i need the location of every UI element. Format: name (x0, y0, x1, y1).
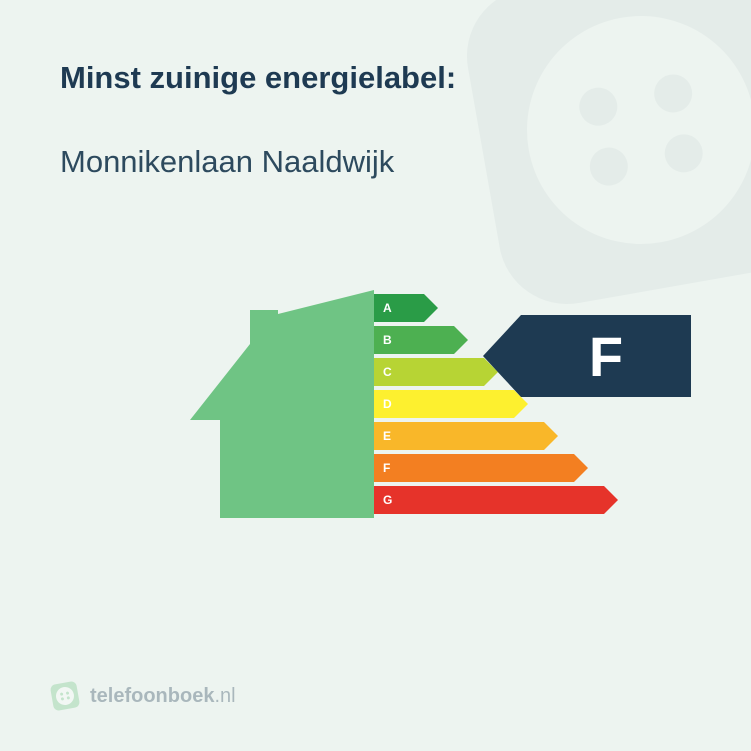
energy-bar-e: E (374, 422, 604, 450)
page-title: Minst zuinige energielabel: (60, 60, 691, 96)
bar-letter: B (383, 333, 392, 347)
bar-letter: A (383, 301, 392, 315)
energy-bar-g: G (374, 486, 604, 514)
energy-chart: A B C D E F G F (60, 290, 691, 550)
page-subtitle: Monnikenlaan Naaldwijk (60, 144, 691, 180)
rating-badge: F (483, 315, 691, 397)
house-icon (190, 290, 374, 518)
bar-body: E (374, 422, 544, 450)
bar-body: G (374, 486, 604, 514)
footer-brand-bold: telefoonboek (90, 685, 214, 707)
content: Minst zuinige energielabel: Monnikenlaan… (0, 0, 751, 751)
bar-letter: C (383, 365, 392, 379)
bar-body: C (374, 358, 484, 386)
energy-bar-f: F (374, 454, 604, 482)
bar-body: B (374, 326, 454, 354)
footer-brand: telefoonboek.nl (90, 685, 236, 708)
bar-letter: G (383, 493, 392, 507)
footer-brand-light: .nl (214, 685, 235, 707)
badge-body: F (521, 315, 691, 397)
bar-letter: E (383, 429, 391, 443)
footer-logo-icon (48, 679, 83, 714)
bar-body: A (374, 294, 424, 322)
badge-arrow (483, 315, 521, 397)
badge-letter: F (589, 324, 623, 389)
footer: telefoonboek.nl (50, 681, 236, 711)
bar-letter: F (383, 461, 390, 475)
bar-body: F (374, 454, 574, 482)
bar-letter: D (383, 397, 392, 411)
